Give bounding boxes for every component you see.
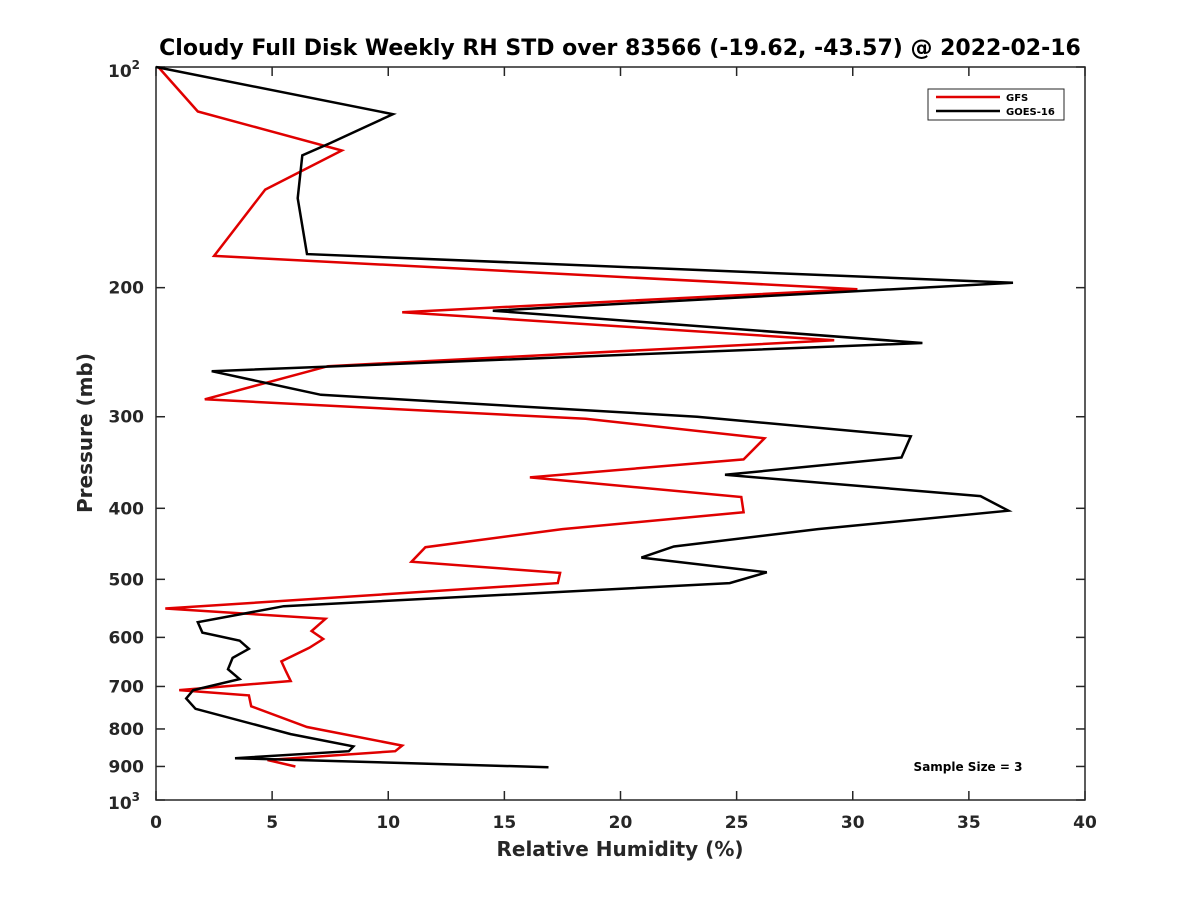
x-tick-label-0: 0 <box>150 813 162 833</box>
x-tick-label-40: 40 <box>1073 813 1097 833</box>
series-line-goes16 <box>155 65 1014 769</box>
series-line-gfs <box>157 66 858 768</box>
y-end-label-top-exp: 2 <box>132 58 140 72</box>
y-tick-label-400: 400 <box>109 499 145 519</box>
y-tick-label-300: 300 <box>109 408 145 428</box>
y-axis-label: Pressure (mb) <box>73 353 97 513</box>
x-tick-label-25: 25 <box>725 813 749 833</box>
y-tick-label-700: 700 <box>109 677 145 697</box>
legend-box <box>927 88 1065 121</box>
legend-label-goes16: GOES-16 <box>1006 107 1055 118</box>
plot-area <box>155 66 1086 801</box>
y-tick-label-900: 900 <box>109 757 145 777</box>
chart-title: Cloudy Full Disk Weekly RH STD over 8356… <box>159 36 1081 61</box>
series-layer <box>155 65 1014 769</box>
x-tick-label-20: 20 <box>609 813 633 833</box>
y-axis: 200 300 400 500 600 700 800 900 <box>109 66 1085 801</box>
y-tick-label-500: 500 <box>109 570 145 590</box>
sample-size-annotation: Sample Size = 3 <box>914 760 1023 774</box>
y-end-label-top: 102 <box>108 58 140 82</box>
y-end-label-bottom-base: 10 <box>108 794 132 814</box>
y-tick-label-600: 600 <box>109 628 145 648</box>
y-tick-label-800: 800 <box>109 720 145 740</box>
legend-label-gfs: GFS <box>1006 93 1028 104</box>
y-end-label-bottom-exp: 3 <box>132 790 140 804</box>
x-axis-label: Relative Humidity (%) <box>496 837 743 861</box>
x-tick-label-35: 35 <box>957 813 981 833</box>
y-end-label-bottom: 103 <box>108 790 140 814</box>
y-tick-label-200: 200 <box>109 279 145 299</box>
x-tick-label-5: 5 <box>266 813 278 833</box>
x-tick-label-15: 15 <box>493 813 517 833</box>
x-tick-label-10: 10 <box>376 813 400 833</box>
legend: GFS GOES-16 <box>927 88 1065 121</box>
y-end-label-top-base: 10 <box>108 62 132 82</box>
x-axis: 0 5 10 15 20 25 30 35 40 <box>150 67 1097 833</box>
x-tick-label-30: 30 <box>841 813 865 833</box>
